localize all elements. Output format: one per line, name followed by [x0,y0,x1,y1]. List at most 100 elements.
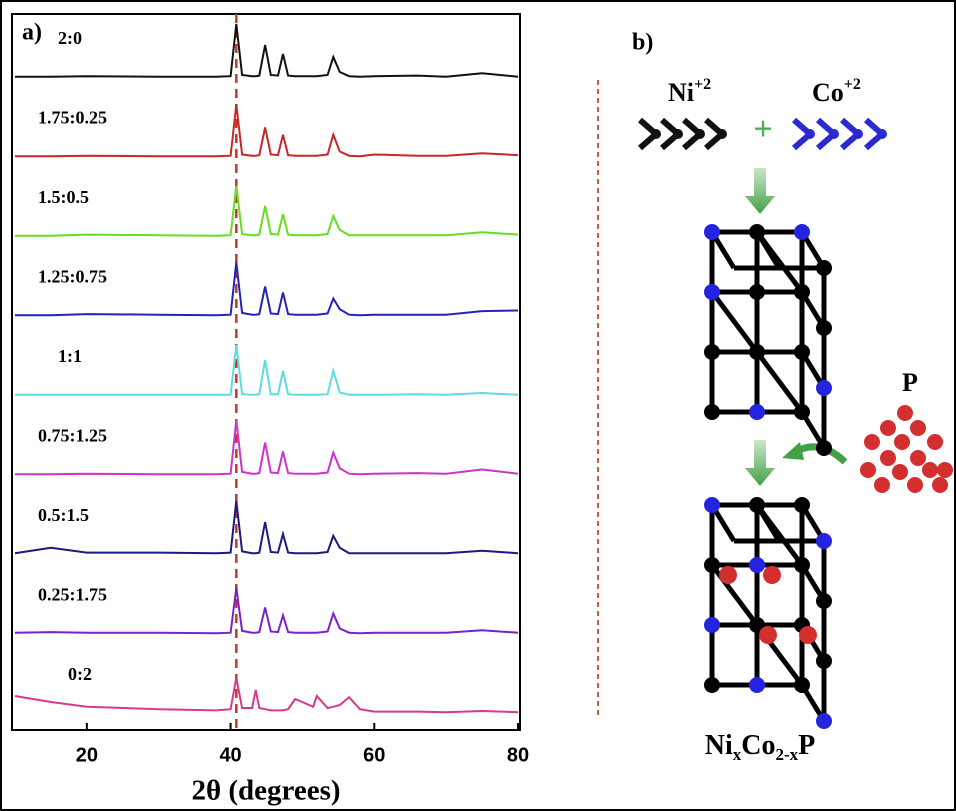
panel-label: a) [22,20,42,46]
p-atom [864,434,880,450]
product-p: P [798,730,815,761]
chevron-dot [829,129,839,139]
p-atom [880,450,896,466]
ni-symbol: Ni [668,78,694,107]
p-atom [860,462,876,478]
atom [749,557,765,573]
reactant-co: Co+2 [812,76,861,107]
atom [704,344,720,360]
atom [704,497,720,513]
series-label: 1.5:0.5 [38,187,89,207]
p-atom [874,477,890,493]
pattern-line [14,500,519,555]
pattern-line [15,104,519,158]
atom [816,320,832,336]
atom [749,344,765,360]
atom [704,557,720,573]
reactant-ni: Ni+2 [668,76,711,107]
pattern-line [15,344,519,396]
atom [816,713,832,729]
product-label: NixCo2-xP [705,730,816,763]
x-tick-label: 60 [363,744,385,766]
p-atom [910,450,926,466]
atom [816,380,832,396]
panel-label-b: b) [632,30,653,56]
atom [816,440,832,456]
p-atom [799,626,817,644]
atom [794,557,810,573]
atom [816,533,832,549]
series-label: 0.25:1.75 [38,585,107,605]
atom [816,653,832,669]
atom [794,344,810,360]
atom [749,677,765,693]
chevron-dot [853,129,863,139]
atom [749,284,765,300]
atom [749,497,765,513]
plot-frame [11,13,521,731]
pattern-line [15,185,519,237]
down-arrow [745,168,775,214]
p-atom [763,566,781,584]
chevron-dot [651,129,661,139]
p-atom [892,464,908,480]
atom [749,404,765,420]
p-atom [907,477,923,493]
bond [710,290,759,354]
bond [755,230,804,294]
pattern-line [14,677,519,714]
chevron-dot [877,129,887,139]
co-symbol: Co [812,78,844,107]
product-ni: Ni [705,730,733,761]
p-atom [880,420,896,436]
p-atom [897,405,913,421]
series-label: 1.25:0.75 [38,267,107,287]
p-atom [932,477,948,493]
pattern-line [15,420,519,476]
x-tick-label: 80 [507,744,529,766]
atom [794,404,810,420]
series-label: 2:0 [58,28,82,48]
atom [704,617,720,633]
p-atom [759,626,777,644]
p-atom [922,462,938,478]
x-axis-label: 2θ (degrees) [191,775,340,807]
series-label: 0:2 [68,664,92,684]
atom [749,224,765,240]
p-atom [894,434,910,450]
series-label: 0.5:1.5 [38,505,89,525]
pattern-line [14,587,519,635]
atom [704,677,720,693]
atom [794,284,810,300]
atom [704,224,720,240]
down-arrow [745,440,775,486]
p-atom [937,462,953,478]
series-label: 1.75:0.25 [38,108,107,128]
atom [816,260,832,276]
pattern-line [15,23,519,78]
plus-sign: + [753,111,772,148]
product-sub-2x: 2-x [775,745,798,764]
x-tick-label: 20 [76,744,98,766]
phosphorus-label: P [902,368,918,397]
atom [794,677,810,693]
x-tick-label: 40 [219,744,241,766]
series-label: 1:1 [58,346,82,366]
co-charge: +2 [844,76,861,93]
product-co: Co [741,730,775,761]
product-sub-x: x [733,745,742,764]
curved-arrow-head [782,442,804,460]
bond [755,350,804,414]
pattern-line [15,262,519,317]
p-atom [719,566,737,584]
atom [749,617,765,633]
chevron-dot [805,129,815,139]
chevron-dot [673,129,683,139]
ni-charge: +2 [694,76,711,93]
series-label: 0.75:1.25 [38,426,107,446]
bond [755,503,804,567]
atom [794,497,810,513]
atom [794,224,810,240]
